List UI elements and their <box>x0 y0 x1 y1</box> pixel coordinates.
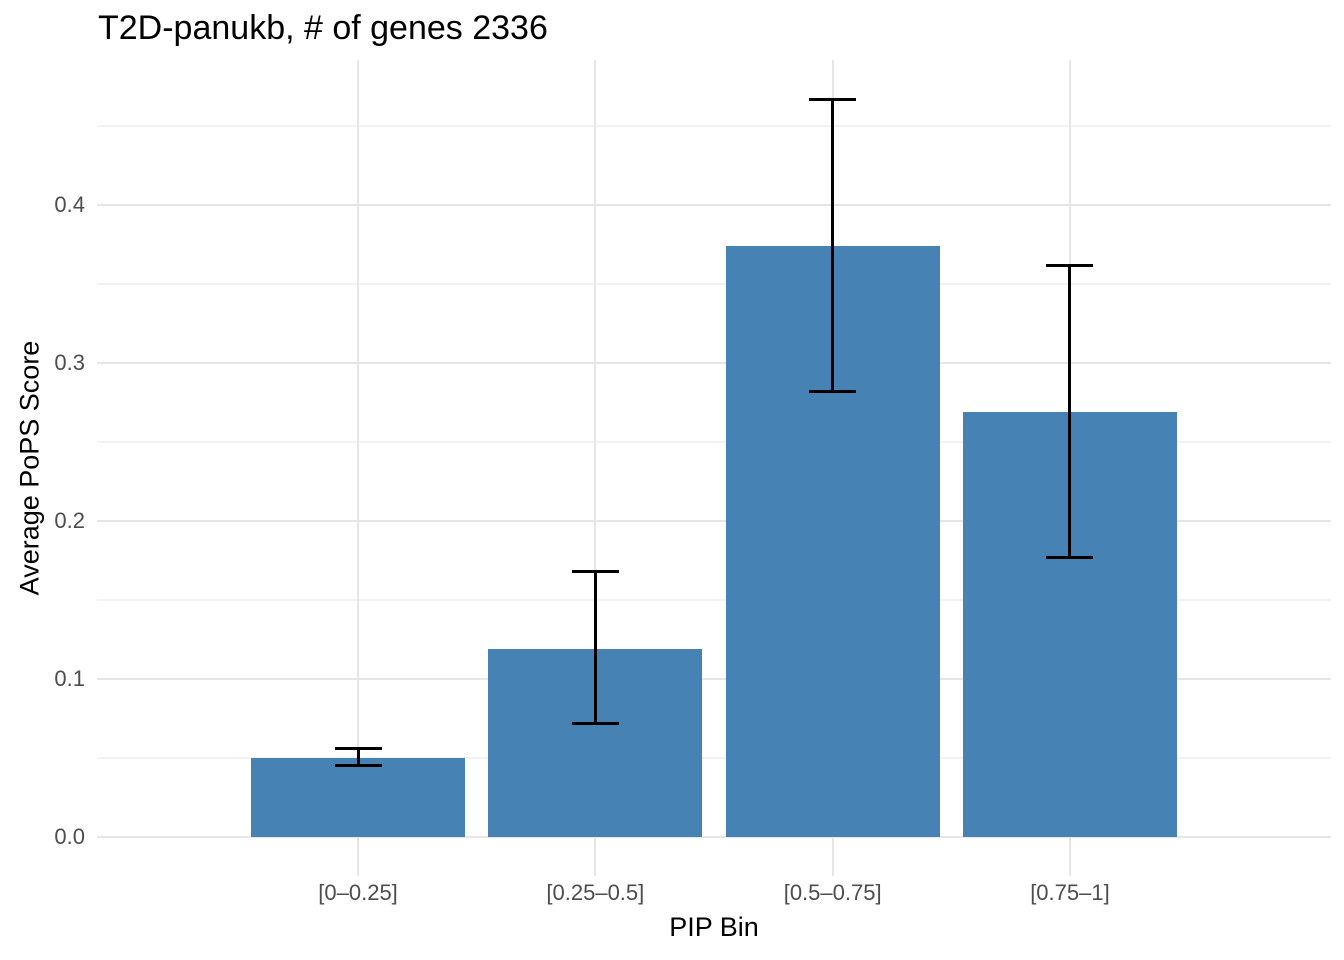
y-tick-label: 0.0 <box>54 824 85 849</box>
gridline-major-y <box>97 204 1331 206</box>
error-bar-cap-top <box>1046 263 1094 267</box>
gridline-minor-y <box>97 125 1331 127</box>
error-bar-line <box>1068 265 1072 558</box>
x-tick-label: [0.5–0.75] <box>783 880 882 905</box>
error-bar-cap-bottom <box>334 764 382 768</box>
gridline-major-y <box>97 362 1331 364</box>
plot-panel <box>97 60 1331 876</box>
x-tick-label: [0–0.25] <box>318 880 398 905</box>
error-bar-line <box>831 99 835 392</box>
error-bar-cap-bottom <box>809 389 857 393</box>
y-tick-label: 0.2 <box>54 508 85 533</box>
y-tick-label: 0.1 <box>54 666 85 691</box>
gridline-minor-y <box>97 283 1331 285</box>
x-tick-label: [0.25–0.5] <box>546 880 645 905</box>
error-bar-line <box>593 571 597 724</box>
gridline-major-x <box>357 60 360 876</box>
gridline-major-x <box>594 60 597 876</box>
error-bar-cap-top <box>334 747 382 751</box>
gridline-minor-y <box>97 599 1331 601</box>
error-bar-cap-top <box>809 97 857 101</box>
gridline-major-y <box>97 520 1331 522</box>
gridline-minor-y <box>97 757 1331 759</box>
error-bar-cap-bottom <box>571 721 619 725</box>
error-bar-cap-bottom <box>1046 555 1094 559</box>
y-axis-title: Average PoPS Score <box>14 340 45 596</box>
gridline-minor-y <box>97 441 1331 443</box>
y-tick-label: 0.3 <box>54 350 85 375</box>
gridline-major-y <box>97 836 1331 838</box>
chart-title: T2D-panukb, # of genes 2336 <box>98 9 548 47</box>
error-bar-line <box>356 748 360 766</box>
bar <box>251 758 466 837</box>
y-tick-label: 0.4 <box>54 192 85 217</box>
x-tick-label: [0.75–1] <box>1030 880 1110 905</box>
error-bar-cap-top <box>571 570 619 574</box>
gridline-major-y <box>97 678 1331 680</box>
x-axis-title: PIP Bin <box>669 912 759 942</box>
